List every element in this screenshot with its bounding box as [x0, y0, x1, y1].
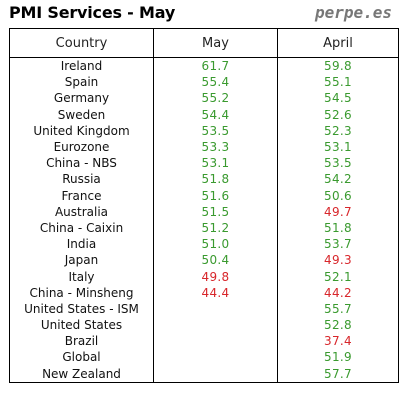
table-row: China - Minsheng 44.4 44.2 — [9, 284, 399, 301]
may-value-cell — [153, 333, 278, 350]
country-cell: Italy — [9, 268, 154, 285]
april-value-cell: 54.2 — [277, 171, 399, 188]
april-value-cell: 52.6 — [277, 106, 399, 123]
april-value-cell: 57.7 — [277, 365, 399, 383]
may-value-cell: 54.4 — [153, 106, 278, 123]
table-row: Italy 49.8 52.1 — [9, 268, 399, 285]
may-value-cell: 44.4 — [153, 284, 278, 301]
april-value-cell: 55.1 — [277, 74, 399, 91]
april-value-cell: 44.2 — [277, 284, 399, 301]
table-row: France 51.6 50.6 — [9, 187, 399, 204]
table-body: Ireland 61.7 59.8 Spain 55.4 55.1 Germany 55.2 5… — [9, 57, 399, 383]
country-cell: Spain — [9, 74, 154, 91]
table-row: China - NBS 53.1 53.5 — [9, 155, 399, 172]
april-value-cell: 53.1 — [277, 138, 399, 156]
april-value-cell: 53.7 — [277, 236, 399, 253]
country-cell: United Kingdom — [9, 122, 154, 139]
april-value-cell: 51.8 — [277, 219, 399, 237]
country-cell: Russia — [9, 171, 154, 188]
country-cell: China - Minsheng — [9, 284, 154, 301]
april-value-cell: 37.4 — [277, 333, 399, 350]
april-value-cell: 54.5 — [277, 90, 399, 107]
table-row: Spain 55.4 55.1 — [9, 74, 399, 91]
may-value-cell: 51.2 — [153, 219, 278, 237]
table-row: Russia 51.8 54.2 — [9, 171, 399, 188]
pmi-table: Country May April Ireland 61.7 59.8 Spain 55… — [9, 28, 399, 383]
country-cell: Ireland — [9, 57, 154, 75]
brand-watermark: perpe.es — [314, 3, 392, 22]
column-header-may: May — [153, 28, 278, 58]
page-title: PMI Services - May — [9, 3, 176, 22]
april-value-cell: 59.8 — [277, 57, 399, 75]
april-value-cell: 52.8 — [277, 317, 399, 334]
country-cell: Global — [9, 349, 154, 366]
table-row: China - Caixin 51.2 51.8 — [9, 219, 399, 237]
april-value-cell: 52.3 — [277, 122, 399, 139]
april-value-cell: 49.7 — [277, 203, 399, 220]
table-row: Global 51.9 — [9, 349, 399, 366]
may-value-cell — [153, 300, 278, 317]
table-row: Sweden 54.4 52.6 — [9, 106, 399, 123]
table-row: Brazil 37.4 — [9, 333, 399, 350]
april-value-cell: 50.6 — [277, 187, 399, 204]
country-cell: United States - ISM — [9, 300, 154, 317]
april-value-cell: 49.3 — [277, 252, 399, 269]
table-row: India 51.0 53.7 — [9, 236, 399, 253]
may-value-cell: 51.5 — [153, 203, 278, 220]
country-cell: France — [9, 187, 154, 204]
may-value-cell — [153, 317, 278, 334]
header-row: Country May April — [9, 28, 399, 58]
country-cell: Eurozone — [9, 138, 154, 156]
country-cell: Japan — [9, 252, 154, 269]
table-row: Ireland 61.7 59.8 — [9, 57, 399, 75]
april-value-cell: 52.1 — [277, 268, 399, 285]
table-row: Japan 50.4 49.3 — [9, 252, 399, 269]
country-cell: United States — [9, 317, 154, 334]
may-value-cell: 49.8 — [153, 268, 278, 285]
may-value-cell: 55.4 — [153, 74, 278, 91]
may-value-cell: 53.1 — [153, 155, 278, 172]
may-value-cell — [153, 349, 278, 366]
table-row: New Zealand 57.7 — [9, 365, 399, 383]
may-value-cell: 53.3 — [153, 138, 278, 156]
country-cell: Australia — [9, 203, 154, 220]
table-row: United Kingdom 53.5 52.3 — [9, 122, 399, 139]
table-row: Australia 51.5 49.7 — [9, 203, 399, 220]
may-value-cell: 51.6 — [153, 187, 278, 204]
may-value-cell: 51.0 — [153, 236, 278, 253]
country-cell: China - Caixin — [9, 219, 154, 237]
country-cell: India — [9, 236, 154, 253]
may-value-cell — [153, 365, 278, 383]
table-row: United States - ISM 55.7 — [9, 300, 399, 317]
april-value-cell: 51.9 — [277, 349, 399, 366]
country-cell: Brazil — [9, 333, 154, 350]
april-value-cell: 55.7 — [277, 300, 399, 317]
country-cell: Germany — [9, 90, 154, 107]
table-row: United States 52.8 — [9, 317, 399, 334]
column-header-country: Country — [9, 28, 154, 58]
country-cell: Sweden — [9, 106, 154, 123]
table-row: Eurozone 53.3 53.1 — [9, 138, 399, 156]
may-value-cell: 51.8 — [153, 171, 278, 188]
may-value-cell: 61.7 — [153, 57, 278, 75]
may-value-cell: 53.5 — [153, 122, 278, 139]
may-value-cell: 55.2 — [153, 90, 278, 107]
country-cell: China - NBS — [9, 155, 154, 172]
country-cell: New Zealand — [9, 365, 154, 383]
table-row: Germany 55.2 54.5 — [9, 90, 399, 107]
column-header-april: April — [277, 28, 399, 58]
may-value-cell: 50.4 — [153, 252, 278, 269]
april-value-cell: 53.5 — [277, 155, 399, 172]
